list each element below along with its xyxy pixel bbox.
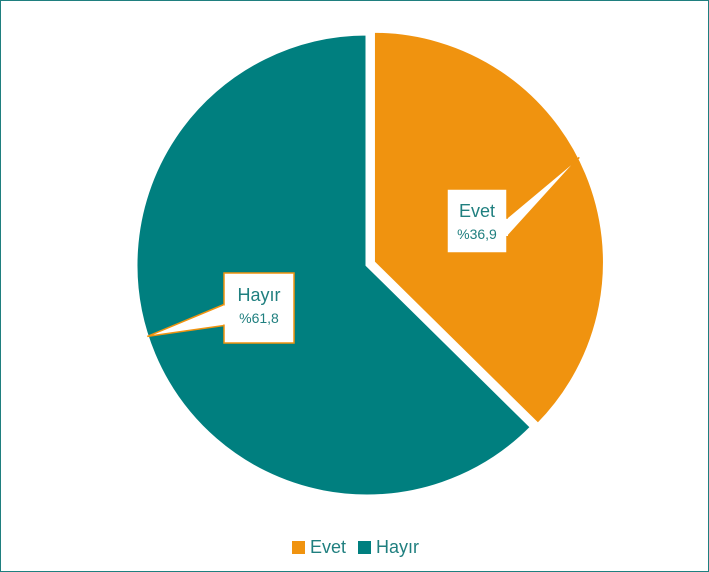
legend-swatch-evet (291, 541, 305, 554)
legend-label-hayir: Hayır (376, 537, 420, 557)
legend-label-evet: Evet (309, 537, 346, 557)
legend: Evet Hayır (1, 537, 709, 558)
data-label-value-1: %61,8 (239, 310, 279, 326)
data-label-name-0: Evet (459, 201, 495, 221)
legend-item-evet: Evet (291, 537, 346, 558)
data-label-name-1: Hayır (237, 285, 280, 305)
data-label-box-1 (223, 272, 295, 344)
pie-slice-hayir (134, 32, 534, 498)
data-label-value-0: %36,9 (457, 226, 497, 242)
legend-swatch-hayir (358, 541, 371, 554)
data-label-box-0 (446, 188, 508, 254)
legend-item-hayir: Hayır (358, 537, 419, 558)
pie-chart: Evet %36,9 Hayır %61,8 (134, 29, 606, 498)
